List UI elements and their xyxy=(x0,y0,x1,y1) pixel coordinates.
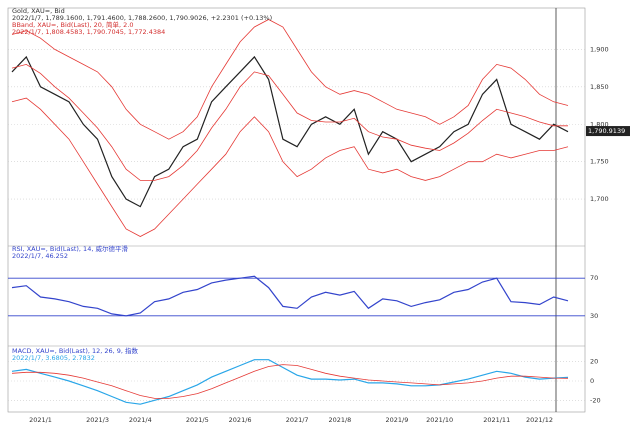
x-tick-label: 2021/10 xyxy=(426,416,453,424)
last-price-label: 1,790.9139 xyxy=(588,127,625,135)
x-tick-label: 2021/8 xyxy=(328,416,351,424)
pane-indicator-values: 2022/1/7, 1,808.4583, 1,790.7045, 1,772.… xyxy=(12,28,165,36)
pane-title: Gold, XAU=, Bid xyxy=(12,7,65,15)
pane-title: RSI, XAU=, Bid(Last), 14, 威尔德平滑 xyxy=(12,244,128,253)
y-tick-label: 0 xyxy=(590,377,594,385)
x-tick-label: 2021/4 xyxy=(129,416,152,424)
pane-title: MACD, XAU=, Bid(Last), 12, 26, 9, 指数 xyxy=(12,346,139,355)
y-tick-label: 70 xyxy=(590,274,598,282)
series-line xyxy=(11,364,569,399)
y-tick-label: 1,700 xyxy=(590,195,609,203)
series-line xyxy=(11,97,569,237)
y-tick-label: 1,850 xyxy=(590,83,609,91)
x-tick-label: 2021/6 xyxy=(229,416,252,424)
y-tick-label: 1,800 xyxy=(590,120,609,128)
x-tick-label: 2021/7 xyxy=(286,416,309,424)
y-tick-label: 20 xyxy=(590,358,598,366)
series-line xyxy=(11,55,569,208)
x-tick-label: 2021/11 xyxy=(483,416,510,424)
pane-subtitle: 2022/1/7, 3.6805, 2.7832 xyxy=(12,354,95,362)
y-tick-label: 1,900 xyxy=(590,45,609,53)
y-tick-label: -20 xyxy=(590,396,601,404)
last-price-box xyxy=(586,126,630,137)
x-tick-label: 2021/5 xyxy=(186,416,209,424)
series-line xyxy=(11,359,569,405)
x-tick-label: 2021/9 xyxy=(385,416,408,424)
series-line xyxy=(11,63,568,181)
series-line xyxy=(11,275,569,317)
y-tick-label: 30 xyxy=(590,312,598,320)
pane-subtitle: 2022/1/7, 1,789.1600, 1,791.4600, 1,788.… xyxy=(12,14,272,22)
y-tick-label: 1,750 xyxy=(590,158,609,166)
x-tick-label: 2021/3 xyxy=(86,416,109,424)
frame xyxy=(7,7,586,413)
pane-indicator: BBand, XAU=, Bid(Last), 20, 简单, 2.0 xyxy=(12,20,134,29)
x-tick-label: 2021/1 xyxy=(29,416,52,424)
series-line xyxy=(11,19,569,140)
x-tick-label: 2021/12 xyxy=(526,416,553,424)
pane-subtitle: 2022/1/7, 46.252 xyxy=(12,252,68,260)
